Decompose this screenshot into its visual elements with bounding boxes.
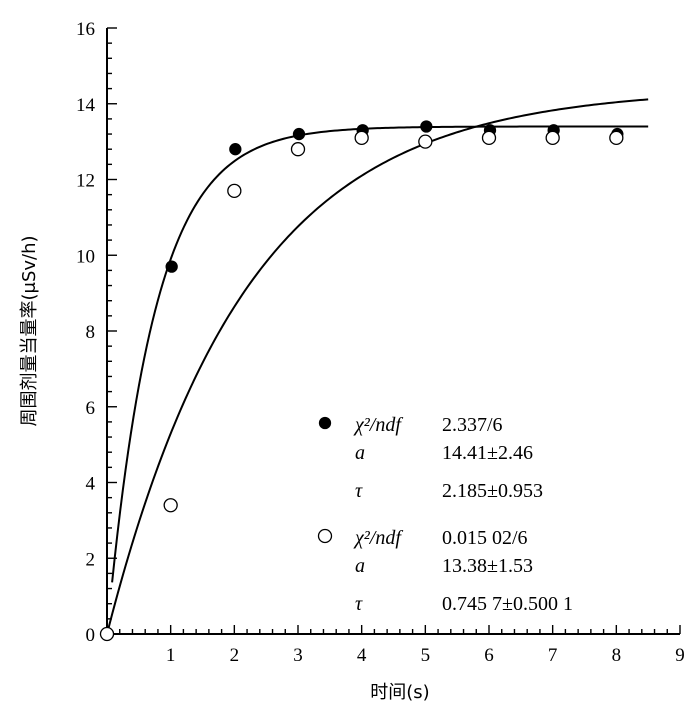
legend-value: 14.41±2.46: [442, 442, 533, 464]
legend-value: 13.38±1.53: [442, 555, 533, 577]
filled-point: [420, 120, 433, 133]
x-tick-label: 8: [612, 645, 622, 666]
x-tick-label: 1: [166, 645, 176, 666]
open-point: [418, 134, 433, 149]
data-points: [99, 120, 624, 642]
legend-symbol: χ²/ndf: [353, 527, 403, 549]
x-axis-label: 时间(s): [370, 682, 429, 703]
open-point: [609, 130, 624, 145]
legend-symbol: τ: [355, 480, 363, 502]
legend: χ²/ndf 2.337/6 a 14.41±2.46 τ 2.185±0.953 χ²/n…: [317, 414, 573, 615]
legend-value: 2.337/6: [442, 414, 503, 436]
fit-curves: [106, 98, 649, 635]
open-point: [290, 142, 306, 157]
y-tick-label: 6: [86, 398, 96, 419]
fit-curve-2: [106, 98, 649, 635]
legend-marker-filled: [318, 416, 332, 430]
x-tick-label: 4: [357, 645, 367, 666]
open-point: [354, 130, 369, 145]
legend-symbol: τ: [355, 593, 363, 615]
legend-marker-open: [317, 528, 333, 544]
x-tick-label: 5: [421, 645, 431, 666]
open-point: [545, 130, 560, 145]
legend-value: 2.185±0.953: [442, 480, 543, 502]
x-tick-label: 2: [230, 645, 240, 666]
x-tick-label: 7: [548, 645, 558, 666]
filled-point: [165, 260, 178, 273]
filled-point: [292, 127, 306, 141]
legend-value: 0.015 02/6: [442, 527, 528, 549]
legend-symbol: a: [355, 555, 365, 577]
legend-value: 0.745 7±0.500 1: [442, 593, 573, 615]
y-tick-label: 8: [86, 322, 96, 343]
legend-symbol: χ²/ndf: [353, 414, 403, 436]
y-tick-label: 12: [76, 171, 95, 192]
y-tick-label: 16: [76, 19, 95, 40]
y-tick-label: 4: [86, 474, 96, 495]
y-tick-label: 2: [86, 549, 96, 570]
open-point: [163, 498, 178, 513]
x-tick-label: 3: [293, 645, 303, 666]
filled-point: [229, 143, 242, 156]
x-tick-label: 9: [675, 645, 685, 666]
open-point: [481, 130, 497, 145]
y-tick-label: 14: [76, 95, 96, 116]
fit-curve-1: [111, 125, 649, 583]
y-axis-label: 周围剂量当量率(μSv/h): [19, 235, 40, 426]
open-point: [99, 626, 115, 642]
x-tick-label: 6: [484, 645, 494, 666]
legend-symbol: a: [355, 442, 365, 464]
y-tick-label: 0: [86, 625, 96, 646]
open-point: [227, 183, 242, 199]
y-tick-label: 10: [76, 246, 95, 267]
